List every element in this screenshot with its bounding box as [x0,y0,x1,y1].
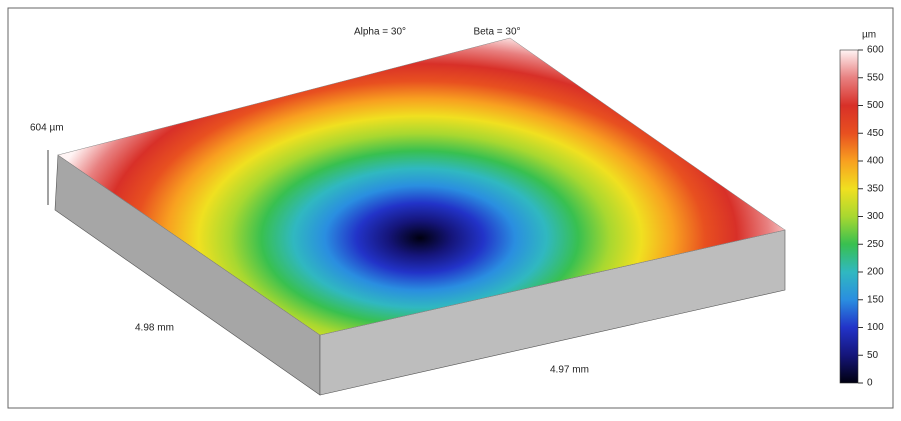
colorbar-tick-label: 550 [867,72,884,83]
colorbar-tick-label: 100 [867,322,884,333]
colorbar-tick-label: 350 [867,183,884,194]
colorbar [840,50,858,383]
colorbar-unit: µm [862,30,876,41]
y-size-label: 4.97 mm [550,365,589,376]
colorbar-tick-label: 450 [867,128,884,139]
chart: Alpha = 30° Beta = 30° 604 µm 4.98 mm 4.… [0,0,901,416]
x-size-label: 4.98 mm [135,323,174,334]
colorbar-tick-label: 250 [867,239,884,250]
height-label: 604 µm [30,123,64,134]
colorbar-tick-label: 500 [867,100,884,111]
colorbar-tick-label: 150 [867,294,884,305]
alpha-label: Alpha = 30° [354,27,406,38]
colorbar-tick-label: 200 [867,267,884,278]
colorbar-tick-label: 300 [867,211,884,222]
beta-label: Beta = 30° [473,27,520,38]
colorbar-tick-label: 400 [867,156,884,167]
colorbar-tick-label: 600 [867,45,884,56]
colorbar-tick-label: 50 [867,350,879,361]
colorbar-tick-label: 0 [867,378,873,389]
